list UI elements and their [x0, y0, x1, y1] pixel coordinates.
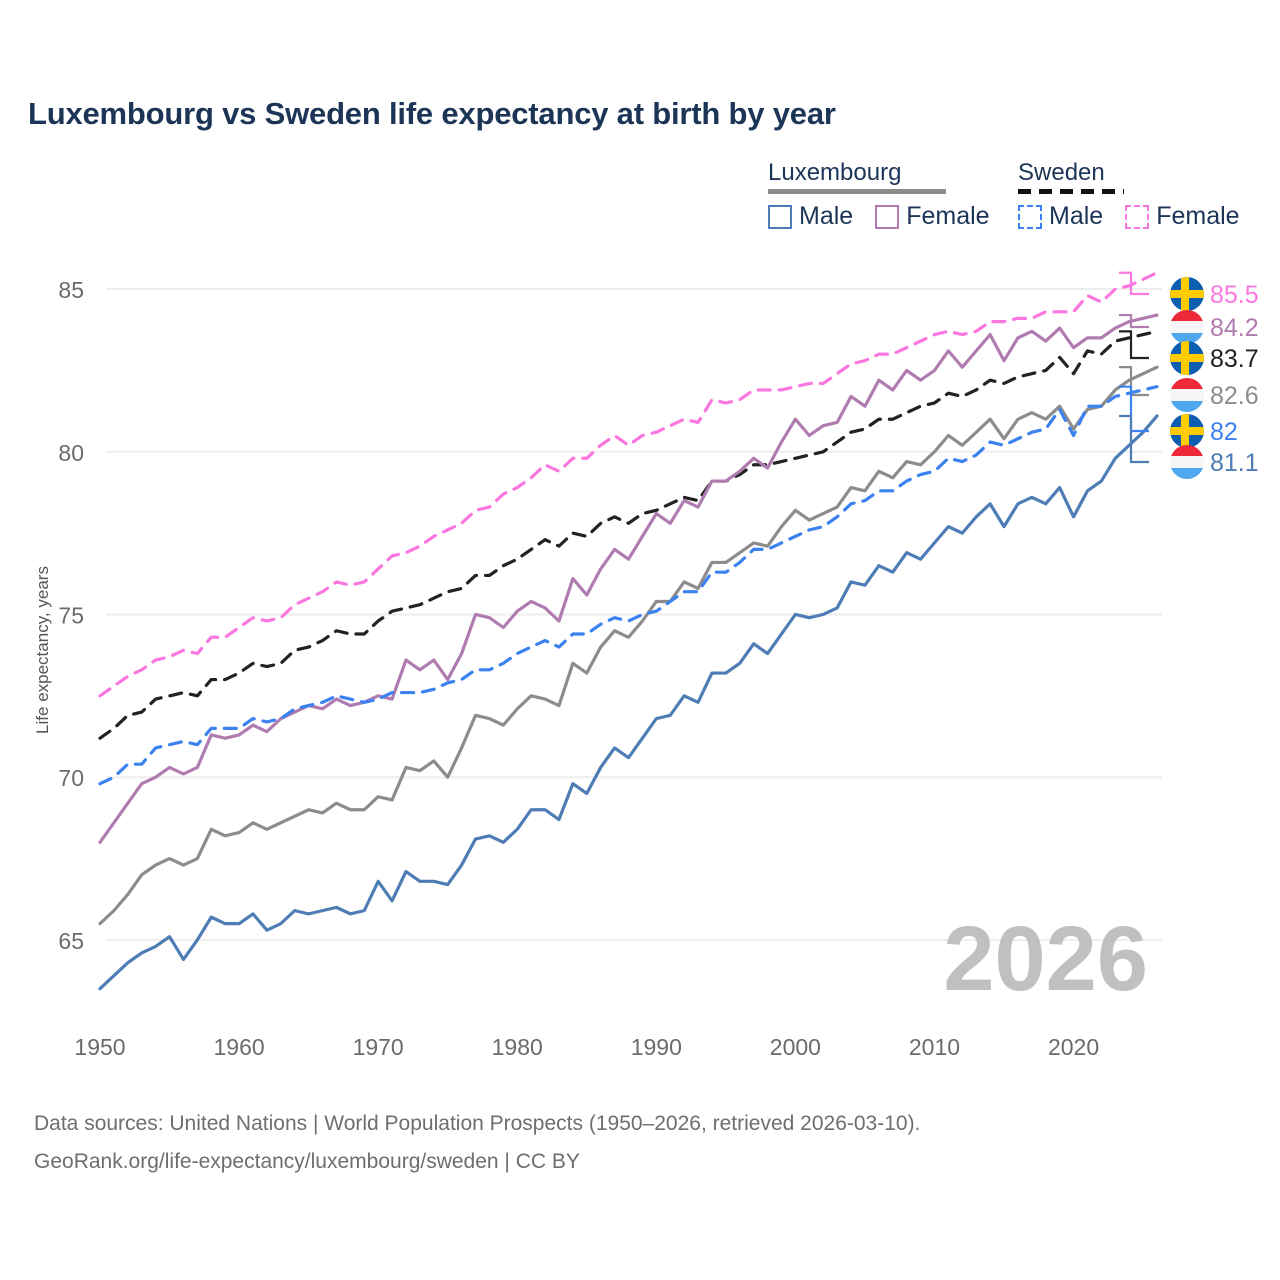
legend-group-sweden: Sweden: [1018, 160, 1124, 194]
flag-icon-sweden: [1170, 341, 1204, 375]
legend-country-luxembourg: Luxembourg: [768, 159, 902, 186]
legend-item-luxembourg-female[interactable]: Female: [875, 202, 990, 231]
series-line: [98, 329, 1159, 740]
leader-line: [1119, 313, 1149, 329]
y-axis-ticks: 65 70 75 80 85: [58, 277, 84, 954]
legend-swatch-icon: [875, 204, 900, 229]
leader-line: [1119, 366, 1149, 397]
flag-icon-sweden: [1170, 414, 1204, 448]
x-tick-label: 1960: [213, 1034, 264, 1060]
legend-item-sweden-female[interactable]: Female: [1125, 202, 1240, 231]
end-value-label: 82.6: [1210, 382, 1259, 410]
end-value-label: 85.5: [1210, 281, 1259, 309]
x-tick-label: 2000: [770, 1034, 821, 1060]
gridlines: [106, 288, 1162, 941]
y-tick-label: 65: [58, 928, 84, 954]
x-tick-label: 1950: [74, 1034, 125, 1060]
x-tick-label: 2020: [1048, 1034, 1099, 1060]
legend-items-luxembourg: Male Female: [768, 202, 990, 231]
leader-line: [1119, 414, 1149, 464]
footer-line-attribution: GeoRank.org/life-expectancy/luxembourg/s…: [34, 1150, 580, 1173]
x-tick-label: 1980: [492, 1034, 543, 1060]
flag-icon-sweden: [1170, 277, 1204, 311]
series-line: [98, 365, 1159, 926]
data-series-layer: [98, 271, 1159, 991]
legend-label: Female: [906, 202, 990, 230]
page-title: Luxembourg vs Sweden life expectancy at …: [28, 96, 836, 131]
legend-label: Male: [799, 202, 854, 230]
footer-line-sources: Data sources: United Nations | World Pop…: [34, 1112, 921, 1135]
y-axis-title: Life expectancy, years: [33, 566, 52, 734]
end-value-label: 84.2: [1210, 314, 1259, 342]
legend-swatch-icon: [1018, 204, 1042, 229]
end-value-label: 83.7: [1210, 345, 1259, 373]
legend-item-sweden-male[interactable]: Male: [1018, 202, 1103, 231]
legend-swatch-icon: [1125, 204, 1150, 229]
x-tick-label: 1990: [631, 1034, 682, 1060]
flag-icon-luxembourg: [1170, 378, 1204, 412]
flag-icon-luxembourg: [1170, 445, 1204, 479]
flag-icon-luxembourg: [1170, 310, 1204, 344]
x-tick-label: 2010: [909, 1034, 960, 1060]
end-value-label: 82: [1210, 418, 1238, 446]
series-line: [98, 313, 1159, 844]
y-tick-label: 70: [58, 765, 84, 791]
y-tick-label: 75: [58, 602, 84, 628]
x-tick-label: 1970: [353, 1034, 404, 1060]
legend-item-luxembourg-male[interactable]: Male: [768, 202, 853, 231]
y-tick-label: 85: [58, 277, 84, 303]
legend-label: Male: [1049, 202, 1104, 230]
legend-swatch-icon: [768, 204, 792, 229]
year-watermark: 2026: [943, 908, 1148, 1010]
chart-footer: Data sources: United Nations | World Pop…: [34, 1105, 920, 1181]
leader-line: [1119, 271, 1149, 296]
series-line: [98, 271, 1159, 698]
legend-group-luxembourg: Luxembourg: [768, 160, 946, 194]
x-axis-ticks: 1950 1960 1970 1980 1990 2000 2010 2020: [74, 1034, 1099, 1060]
series-line: [98, 385, 1159, 786]
end-labels-layer: 85.5 84.2 83.7 82.6 82 81.1: [1170, 277, 1259, 479]
leader-line: [1119, 385, 1149, 433]
y-tick-label: 80: [58, 440, 84, 466]
leader-lines-layer: [1119, 271, 1149, 464]
legend-rule-luxembourg: [768, 189, 946, 194]
legend-label: Female: [1156, 202, 1240, 230]
chart-legend: Luxembourg Sweden Male Female Male: [760, 160, 1260, 244]
legend-items-sweden: Male Female: [1018, 202, 1240, 231]
legend-country-sweden: Sweden: [1018, 159, 1105, 186]
leader-line: [1119, 330, 1149, 360]
end-value-label: 81.1: [1210, 449, 1259, 477]
series-line: [98, 414, 1159, 991]
legend-rule-sweden: [1018, 189, 1124, 194]
